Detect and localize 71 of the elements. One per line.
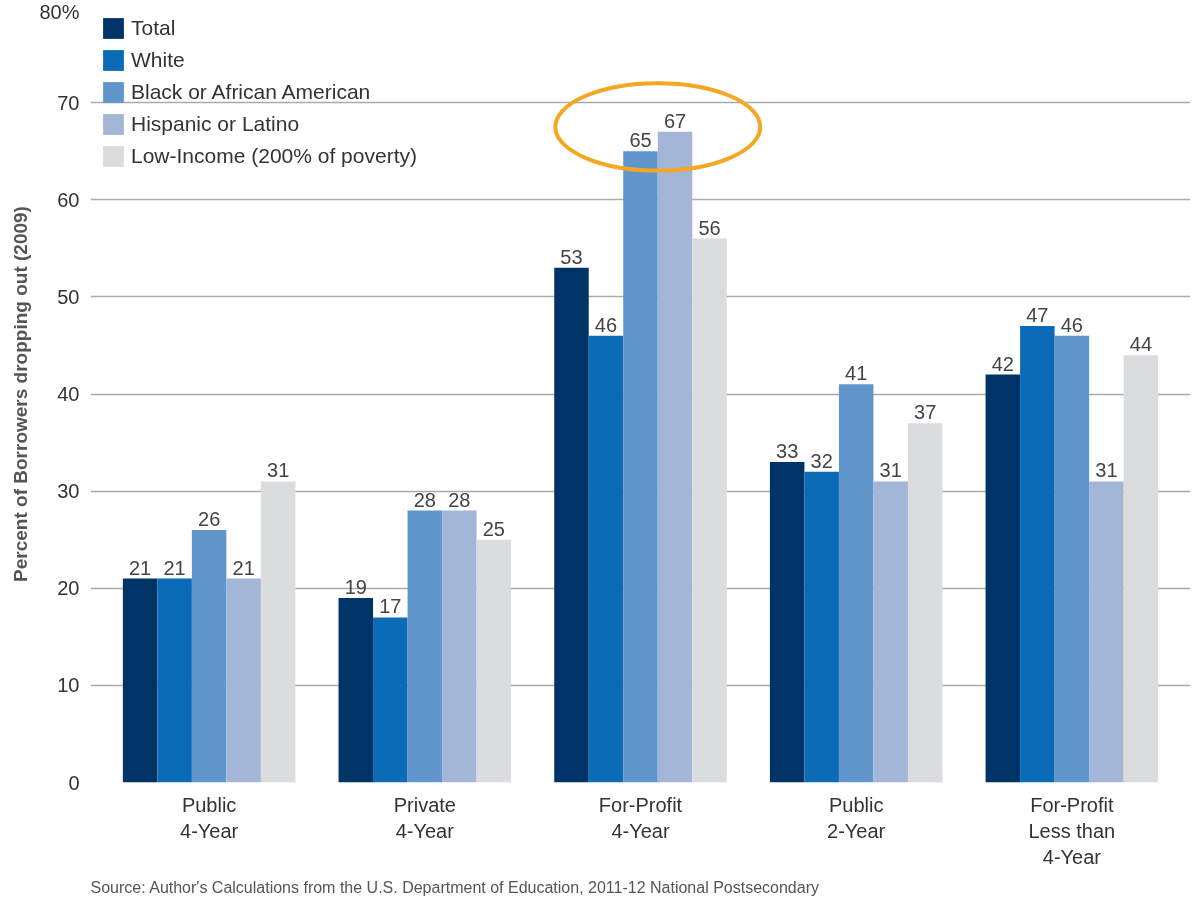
data-label: 44 bbox=[1129, 333, 1153, 356]
x-tick-label: For-Profit 4-Year bbox=[598, 793, 683, 842]
y-tick-label: 30 bbox=[57, 480, 80, 503]
data-label: 67 bbox=[663, 109, 687, 132]
data-label: 26 bbox=[198, 507, 221, 530]
y-tick-label: 20 bbox=[57, 577, 80, 600]
bar bbox=[338, 597, 374, 783]
bar bbox=[157, 578, 192, 783]
data-label: 46 bbox=[1060, 313, 1083, 336]
data-label: 31 bbox=[267, 459, 290, 482]
y-tick-label: 60 bbox=[57, 188, 80, 211]
data-label: 17 bbox=[379, 595, 402, 618]
bar bbox=[1089, 481, 1124, 783]
bar bbox=[623, 151, 658, 783]
data-label: 41 bbox=[845, 362, 868, 385]
data-label: 21 bbox=[163, 556, 186, 579]
legend-label: Low-Income (200% of poverty) bbox=[131, 144, 417, 168]
bar bbox=[1020, 326, 1055, 783]
data-label: 56 bbox=[698, 216, 721, 239]
bar bbox=[1123, 355, 1159, 783]
legend-label: Total bbox=[131, 16, 176, 40]
bar bbox=[692, 238, 727, 783]
bar bbox=[1054, 335, 1090, 783]
legend-label: White bbox=[131, 48, 185, 72]
data-label: 21 bbox=[232, 556, 255, 579]
x-tick-label: Public 2-Year bbox=[827, 793, 886, 842]
bar bbox=[907, 423, 943, 783]
data-label: 25 bbox=[482, 517, 505, 540]
data-label: 65 bbox=[629, 129, 652, 152]
data-label: 42 bbox=[991, 352, 1014, 375]
data-label: 37 bbox=[914, 401, 937, 424]
data-label: 21 bbox=[128, 556, 152, 579]
data-label: 46 bbox=[594, 313, 618, 336]
legend-label: Black or African American bbox=[131, 80, 371, 104]
bar bbox=[588, 335, 624, 783]
x-tick-label: For-Profit Less than 4-Year bbox=[1028, 793, 1116, 869]
bar bbox=[226, 578, 261, 783]
x-tick-label: Private 4-Year bbox=[393, 793, 456, 842]
data-label: 53 bbox=[560, 245, 583, 268]
data-label: 28 bbox=[448, 488, 471, 511]
y-tick-label: 80% bbox=[39, 0, 80, 23]
bar bbox=[838, 384, 874, 783]
x-tick-label: Public 4-Year bbox=[180, 793, 239, 842]
data-label: 32 bbox=[810, 449, 833, 472]
data-label: 31 bbox=[1095, 459, 1118, 482]
bar bbox=[804, 471, 839, 783]
bar bbox=[554, 267, 589, 783]
bar bbox=[657, 131, 693, 783]
bar bbox=[442, 510, 477, 783]
y-tick-label: 40 bbox=[57, 383, 80, 405]
y-tick-label: 0 bbox=[68, 771, 80, 794]
bar bbox=[873, 481, 908, 783]
y-tick-label: 70 bbox=[57, 91, 80, 114]
legend-label: Hispanic or Latino bbox=[131, 112, 300, 136]
data-label: 47 bbox=[1026, 304, 1049, 327]
y-tick-label: 50 bbox=[57, 285, 80, 308]
y-tick-label: 10 bbox=[57, 674, 80, 697]
data-label: 33 bbox=[776, 439, 799, 462]
y-axis-title: Percent of Borrowers dropping out (2009) bbox=[10, 206, 32, 582]
data-label: 28 bbox=[413, 488, 436, 511]
data-label: 19 bbox=[344, 575, 367, 598]
bar bbox=[373, 617, 408, 783]
bar bbox=[122, 578, 158, 783]
bar bbox=[260, 481, 296, 783]
source-note: Source: Author's Calculations from the U.S. Department of Education, 2011-12 National Postsecondary bbox=[90, 878, 819, 896]
data-label: 31 bbox=[879, 459, 902, 482]
bar bbox=[476, 539, 512, 783]
bar bbox=[769, 461, 805, 783]
bar bbox=[191, 529, 227, 783]
bar bbox=[407, 510, 443, 783]
bar bbox=[985, 374, 1021, 783]
